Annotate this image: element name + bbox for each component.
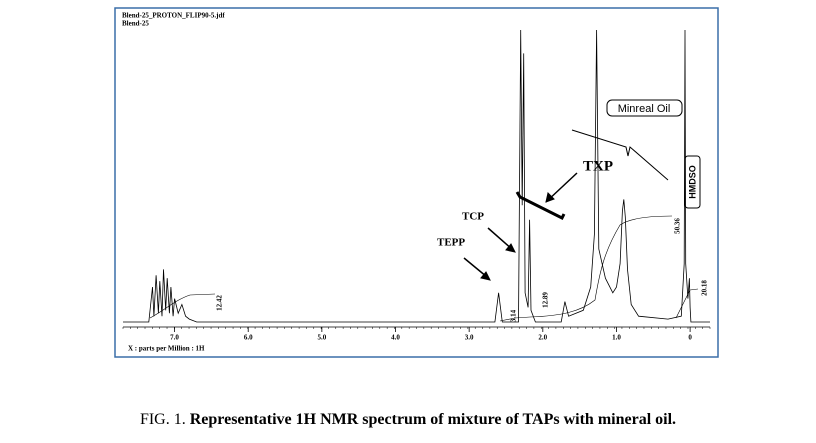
annotation: TCP [462,211,484,223]
x-tick-label: 0 [688,334,692,342]
x-tick-label: 2.0 [538,334,547,342]
integral-label: 20.18 [701,280,709,296]
annotation: HMDSO [687,165,697,199]
sample-label: Blend-25 [122,20,149,28]
x-tick-label: 1.0 [612,334,621,342]
integral-curve [675,288,699,319]
annotation: TEPP [437,237,465,249]
x-tick-label: 6.0 [244,334,253,342]
annotation: Minreal Oil [618,103,671,115]
file-label: Blend-25_PROTON_FLIP90-5.jdf [122,12,225,20]
integral-label: 3.14 [510,309,518,322]
integral-curve [149,293,216,319]
integral-curves [149,215,699,322]
x-tick-label: 3.0 [465,334,474,342]
caption: FIG. 1. Representative 1H NMR spectrum o… [140,411,676,428]
annotation-marks [463,99,701,281]
caption-prefix: FIG. 1. [140,411,186,428]
x-axis-label: X : parts per Million : 1H [128,345,205,353]
spectrum [123,29,710,323]
integral-curve [529,215,673,318]
x-tick-label: 7.0 [170,334,179,342]
frame [114,7,719,358]
caption-text: Representative 1H NMR spectrum of mixtur… [190,411,676,428]
x-tick-label: 4.0 [391,334,400,342]
integral-label: 50.36 [674,218,682,234]
integral-label: 12.42 [216,295,224,311]
integral-label: 12.89 [542,292,550,308]
x-tick-label: 5.0 [317,334,326,342]
integral-curve [499,316,531,322]
